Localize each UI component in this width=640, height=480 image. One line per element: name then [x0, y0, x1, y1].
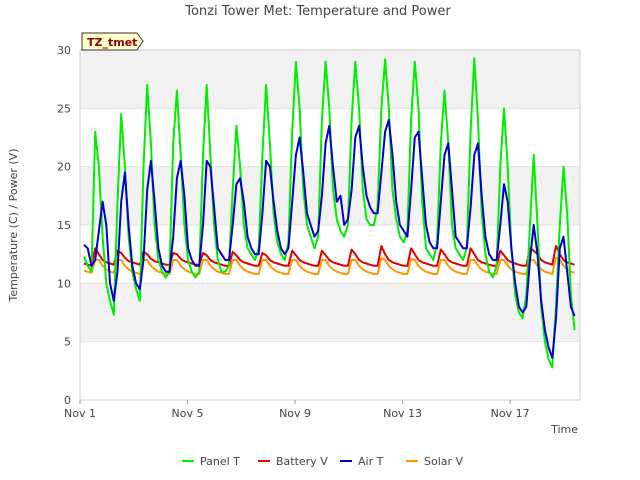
plot-band [80, 166, 580, 225]
x-axis-ticks: Nov 1 Nov 5 Nov 9 Nov 13 Nov 17 [64, 400, 530, 420]
y-tick-label: 5 [64, 336, 71, 349]
legend-label: Air T [358, 455, 384, 468]
y-tick-label: 30 [57, 44, 71, 57]
series-line-air-t [83, 119, 576, 359]
y-tick-label: 15 [57, 219, 71, 232]
y-axis-ticks: 0 5 10 15 20 25 30 [57, 44, 71, 407]
y-tick-label: 25 [57, 102, 71, 115]
station-badge: TZ_tmet [81, 32, 144, 51]
x-axis-label: Time [550, 423, 578, 436]
plot-frame [79, 49, 581, 401]
legend-label: Panel T [200, 455, 240, 468]
series-line-battery-v [83, 245, 575, 267]
x-tick-label: Nov 5 [172, 407, 204, 420]
y-axis-label: Temperature (C) / Power (V) [7, 148, 20, 302]
series-line-panel-t [83, 57, 576, 369]
chart-title: Tonzi Tower Met: Temperature and Power [184, 4, 451, 19]
x-tick-label: Nov 9 [279, 407, 311, 420]
legend: Panel T Battery V Air T Solar V [182, 455, 464, 468]
x-tick-label: Nov 1 [64, 407, 96, 420]
plot-band [80, 50, 580, 109]
x-tick-label: Nov 17 [491, 407, 530, 420]
legend-label: Battery V [276, 455, 328, 468]
y-tick-label: 20 [57, 161, 71, 174]
badge-label: TZ_tmet [87, 36, 137, 49]
series-line-solar-v [83, 256, 575, 275]
plot-background [80, 50, 580, 342]
x-tick-label: Nov 13 [383, 407, 422, 420]
y-tick-label: 10 [57, 277, 71, 290]
series-lines [83, 57, 576, 369]
plot-band [80, 283, 580, 342]
y-tick-label: 0 [64, 394, 71, 407]
legend-label: Solar V [424, 455, 464, 468]
